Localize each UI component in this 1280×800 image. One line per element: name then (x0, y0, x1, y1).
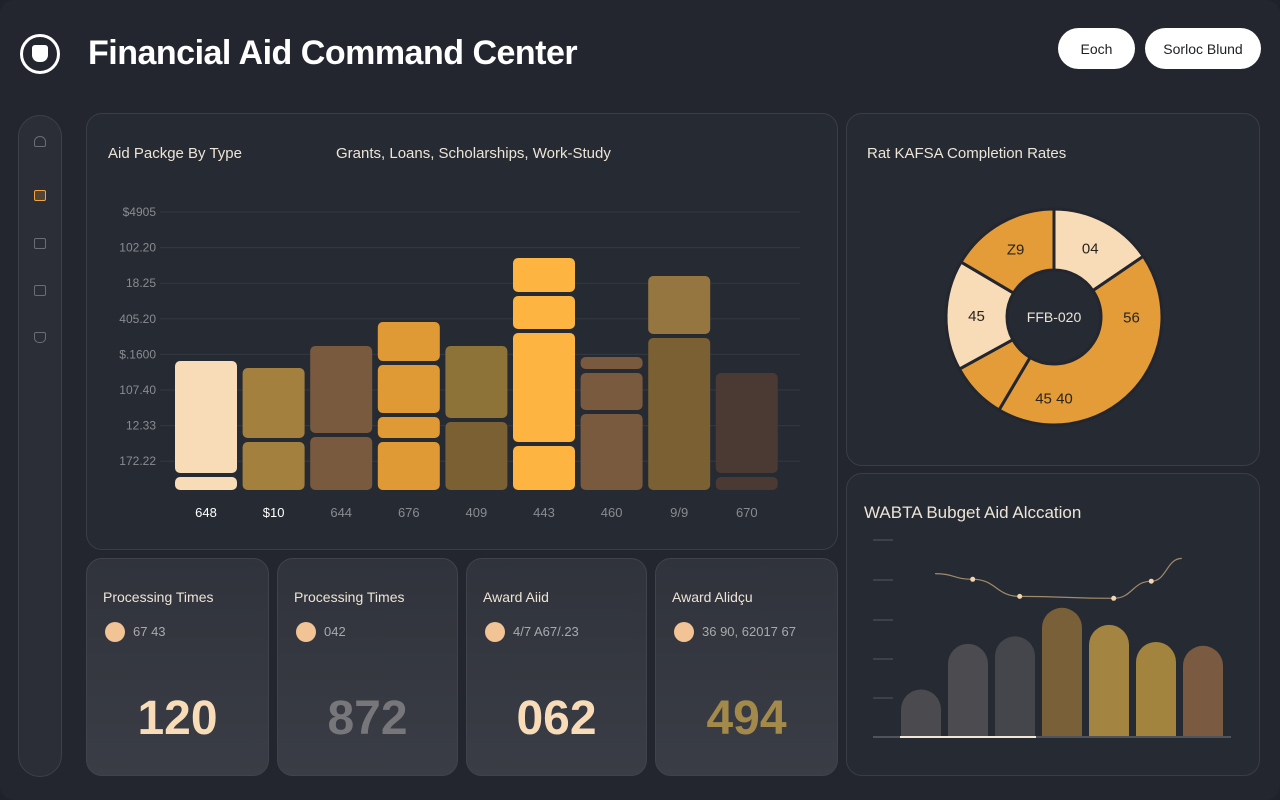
donut-slice (958, 207, 1056, 296)
slice-label: Z9 (1007, 242, 1025, 259)
kpi-subvalue: 4/7 A67/.23 (513, 624, 579, 639)
bar-segment (715, 373, 778, 473)
trend-point (970, 576, 976, 582)
bar-segment (580, 357, 643, 369)
budget-bar (948, 643, 988, 737)
slice-label: 56 (1123, 309, 1140, 326)
y-tick-label: $.1600 (119, 347, 156, 361)
page-title: Financial Aid Command Center (88, 34, 578, 72)
coin-icon (485, 622, 505, 642)
sorloc-blund-button[interactable]: Sorloc Blund (1145, 28, 1261, 69)
sidebar (18, 115, 62, 777)
budget-bar (995, 636, 1035, 737)
x-tick-label: 443 (533, 505, 555, 520)
aid-bar-chart: $4905 102.20 18.25 405.20 $.1600 107.40 12.33 1… (119, 205, 800, 520)
bar-segment (175, 361, 237, 473)
y-tick-label: 107.40 (119, 383, 156, 397)
slice-label: 45 40 (1035, 391, 1073, 408)
kpi-title: Award Aiid (483, 589, 549, 605)
x-tick-label: 670 (736, 505, 758, 520)
x-tick-label: $10 (263, 505, 285, 520)
slice-label: 45 (968, 308, 985, 325)
budget-bar (1042, 607, 1082, 737)
coin-icon (105, 622, 125, 642)
eoch-button[interactable]: Eoch (1058, 28, 1135, 69)
square-icon[interactable] (34, 238, 46, 249)
bar-segment (513, 296, 575, 329)
budget-bar (1089, 624, 1129, 737)
kpi-card[interactable]: Processing Times 67 43 120 (86, 558, 269, 776)
y-tick-label: 405.20 (119, 312, 156, 326)
cup-icon[interactable] (34, 332, 46, 343)
aid-chart-title: Aid Packge By Type (108, 145, 242, 162)
bar-segment (513, 446, 575, 490)
donut-chart-title: Rat KAFSA Completion Rates (867, 145, 1067, 162)
x-tick-label: 460 (601, 505, 623, 520)
kpi-subvalue: 36 90, 62017 67 (702, 624, 796, 639)
x-tick-label: 409 (466, 505, 488, 520)
monitor-icon[interactable] (34, 190, 46, 201)
bar-segment (377, 417, 440, 438)
budget-bar-chart (873, 539, 1231, 738)
bar-segment (580, 414, 643, 490)
kpi-subvalue: 042 (324, 624, 346, 639)
bar-segment (310, 437, 373, 490)
bar-segment (513, 258, 575, 292)
trend-point (1017, 593, 1023, 599)
fafsa-donut-chart: 04 56 45 40 45 Z9 FFB-020 (944, 207, 1164, 427)
bar-segment (377, 322, 440, 361)
bar-segment (648, 276, 711, 334)
y-tick-label: 12.33 (126, 419, 156, 433)
budget-chart-title: WABTA Bubget Aid Alccation (864, 503, 1082, 522)
bar-segment (445, 346, 508, 418)
kpi-value: 494 (706, 692, 787, 745)
y-tick-label: 18.25 (126, 276, 156, 290)
donut-slice (996, 254, 1164, 427)
kpi-subvalue: 67 43 (133, 624, 166, 639)
kpi-title: Award Alidçu (672, 589, 753, 605)
bar-segment (242, 442, 305, 490)
x-tick-label: 644 (330, 505, 352, 520)
budget-bar (1183, 645, 1223, 737)
bar-segment (377, 365, 440, 413)
y-tick-label: $4905 (123, 205, 157, 219)
y-tick-label: 172.22 (119, 454, 156, 468)
aid-chart-subtitle: Grants, Loans, Scholarships, Work-Study (336, 145, 611, 162)
trend-point (1111, 595, 1117, 601)
coin-icon (674, 622, 694, 642)
bar-segment (580, 373, 643, 410)
budget-bar (901, 689, 941, 737)
kpi-title: Processing Times (103, 589, 214, 605)
budget-bar (1136, 642, 1176, 737)
x-tick-label: 9/9 (670, 505, 688, 520)
kpi-title: Processing Times (294, 589, 405, 605)
bar-segment (445, 422, 508, 490)
bar-segment (242, 368, 305, 438)
kpi-value: 062 (516, 692, 597, 745)
user-icon[interactable] (34, 136, 46, 147)
kpi-card[interactable]: Award Aiid 4/7 A67/.23 062 (466, 558, 647, 776)
x-tick-label: 648 (195, 505, 217, 520)
y-tick-label: 102.20 (119, 241, 156, 255)
bar-segment (175, 477, 237, 490)
briefcase-icon[interactable] (34, 285, 46, 296)
kpi-value: 120 (137, 692, 218, 745)
bar-segment (648, 338, 711, 490)
kpi-value: 872 (327, 692, 408, 745)
donut-center-label: FFB-020 (1027, 309, 1082, 325)
kpi-card[interactable]: Processing Times 042 872 (277, 558, 458, 776)
x-tick-label: 676 (398, 505, 420, 520)
slice-label: 04 (1082, 241, 1099, 258)
coin-icon (296, 622, 316, 642)
kpi-card[interactable]: Award Alidçu 36 90, 62017 67 494 (655, 558, 838, 776)
logo-icon (20, 34, 60, 74)
bar-segment (513, 333, 575, 442)
trend-point (1148, 578, 1154, 584)
bar-segment (715, 477, 778, 490)
bar-segment (377, 442, 440, 490)
bar-segment (310, 346, 373, 433)
